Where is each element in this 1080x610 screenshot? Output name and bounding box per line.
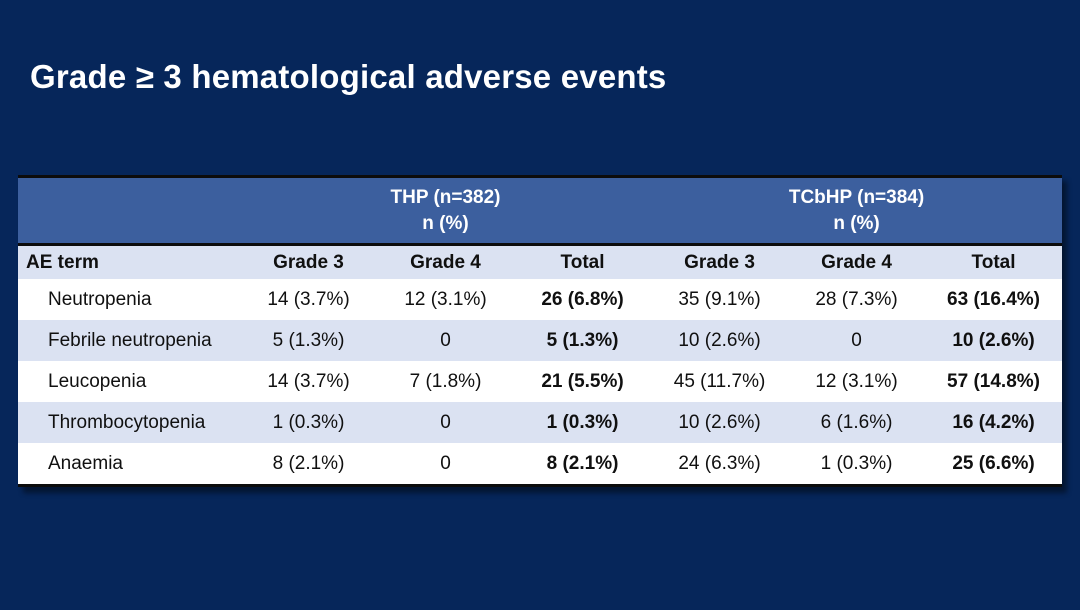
total-cell: 8 (2.1%)	[514, 443, 652, 487]
column-header-tcbhp-grade3: Grade 3	[651, 244, 789, 279]
ae-term-cell: Febrile neutropenia	[48, 329, 212, 351]
adverse-events-table: THP (n=382) n (%) TCbHP (n=384) n (%) AE…	[18, 175, 1063, 487]
thp-group-label: THP (n=382)	[390, 186, 501, 208]
value-cell: 6 (1.6%)	[820, 411, 893, 433]
ae-term-cell: Neutropenia	[48, 288, 152, 310]
tcbhp-group-header: TCbHP (n=384) n (%)	[651, 175, 1063, 246]
thp-group-header: THP (n=382) n (%)	[240, 175, 652, 246]
tcbhp-group-sublabel: n (%)	[833, 212, 880, 234]
ae-term-cell: Anaemia	[18, 443, 240, 487]
thp-group-sublabel: n (%)	[422, 212, 469, 234]
total-cell: 21 (5.5%)	[541, 370, 624, 392]
value-cell: 28 (7.3%)	[815, 288, 898, 310]
group-header-row: THP (n=382) n (%) TCbHP (n=384) n (%)	[18, 175, 1063, 246]
value-cell: 45 (11.7%)	[673, 370, 766, 392]
column-header-thp-grade4: Grade 4	[377, 244, 514, 279]
ae-term-cell: Leucopenia	[48, 370, 147, 392]
table-row: Anaemia 8 (2.1%) 0 8 (2.1%) 24 (6.3%) 1 …	[18, 443, 1063, 487]
value-cell: 35 (9.1%)	[678, 288, 761, 310]
column-header-thp-grade3: Grade 3	[240, 244, 377, 279]
table-row: Leucopenia 14 (3.7%) 7 (1.8%) 21 (5.5%) …	[18, 361, 1063, 402]
value-cell: 10 (2.6%)	[678, 411, 761, 433]
value-cell: 14 (3.7%)	[267, 288, 350, 310]
value-cell: 7 (1.8%)	[409, 370, 482, 392]
column-header-thp-total: Total	[514, 244, 652, 279]
value-cell: 1 (0.3%)	[788, 443, 926, 487]
table-row: Febrile neutropenia 5 (1.3%) 0 5 (1.3%) …	[18, 320, 1063, 361]
slide-title: Grade ≥ 3 hematological adverse events	[30, 58, 667, 95]
value-cell: 12 (3.1%)	[815, 370, 898, 392]
ae-term-cell: Thrombocytopenia	[48, 411, 206, 433]
value-cell: 0	[851, 329, 862, 351]
group-header-spacer	[18, 175, 240, 246]
value-cell: 0	[377, 443, 514, 487]
value-cell: 5 (1.3%)	[272, 329, 345, 351]
value-cell: 12 (3.1%)	[404, 288, 487, 310]
column-header-tcbhp-grade4: Grade 4	[788, 244, 926, 279]
total-cell: 1 (0.3%)	[546, 411, 619, 433]
column-header-ae-term: AE term	[18, 244, 240, 279]
total-cell: 25 (6.6%)	[925, 443, 1063, 487]
value-cell: 0	[440, 329, 451, 351]
table-row: Thrombocytopenia 1 (0.3%) 0 1 (0.3%) 10 …	[18, 402, 1063, 443]
table-row: Neutropenia 14 (3.7%) 12 (3.1%) 26 (6.8%…	[18, 279, 1063, 320]
value-cell: 10 (2.6%)	[678, 329, 761, 351]
total-cell: 10 (2.6%)	[952, 329, 1035, 351]
adverse-events-table-container: THP (n=382) n (%) TCbHP (n=384) n (%) AE…	[18, 175, 1063, 487]
value-cell: 14 (3.7%)	[267, 370, 350, 392]
total-cell: 5 (1.3%)	[546, 329, 619, 351]
column-header-tcbhp-total: Total	[925, 244, 1063, 279]
tcbhp-group-label: TCbHP (n=384)	[788, 186, 925, 208]
value-cell: 0	[440, 411, 451, 433]
column-header-row: AE term Grade 3 Grade 4 Total Grade 3 Gr…	[18, 244, 1063, 279]
total-cell: 57 (14.8%)	[947, 370, 1040, 392]
value-cell: 24 (6.3%)	[651, 443, 789, 487]
total-cell: 26 (6.8%)	[541, 288, 624, 310]
total-cell: 16 (4.2%)	[952, 411, 1035, 433]
value-cell: 8 (2.1%)	[240, 443, 377, 487]
total-cell: 63 (16.4%)	[947, 288, 1040, 310]
value-cell: 1 (0.3%)	[272, 411, 345, 433]
